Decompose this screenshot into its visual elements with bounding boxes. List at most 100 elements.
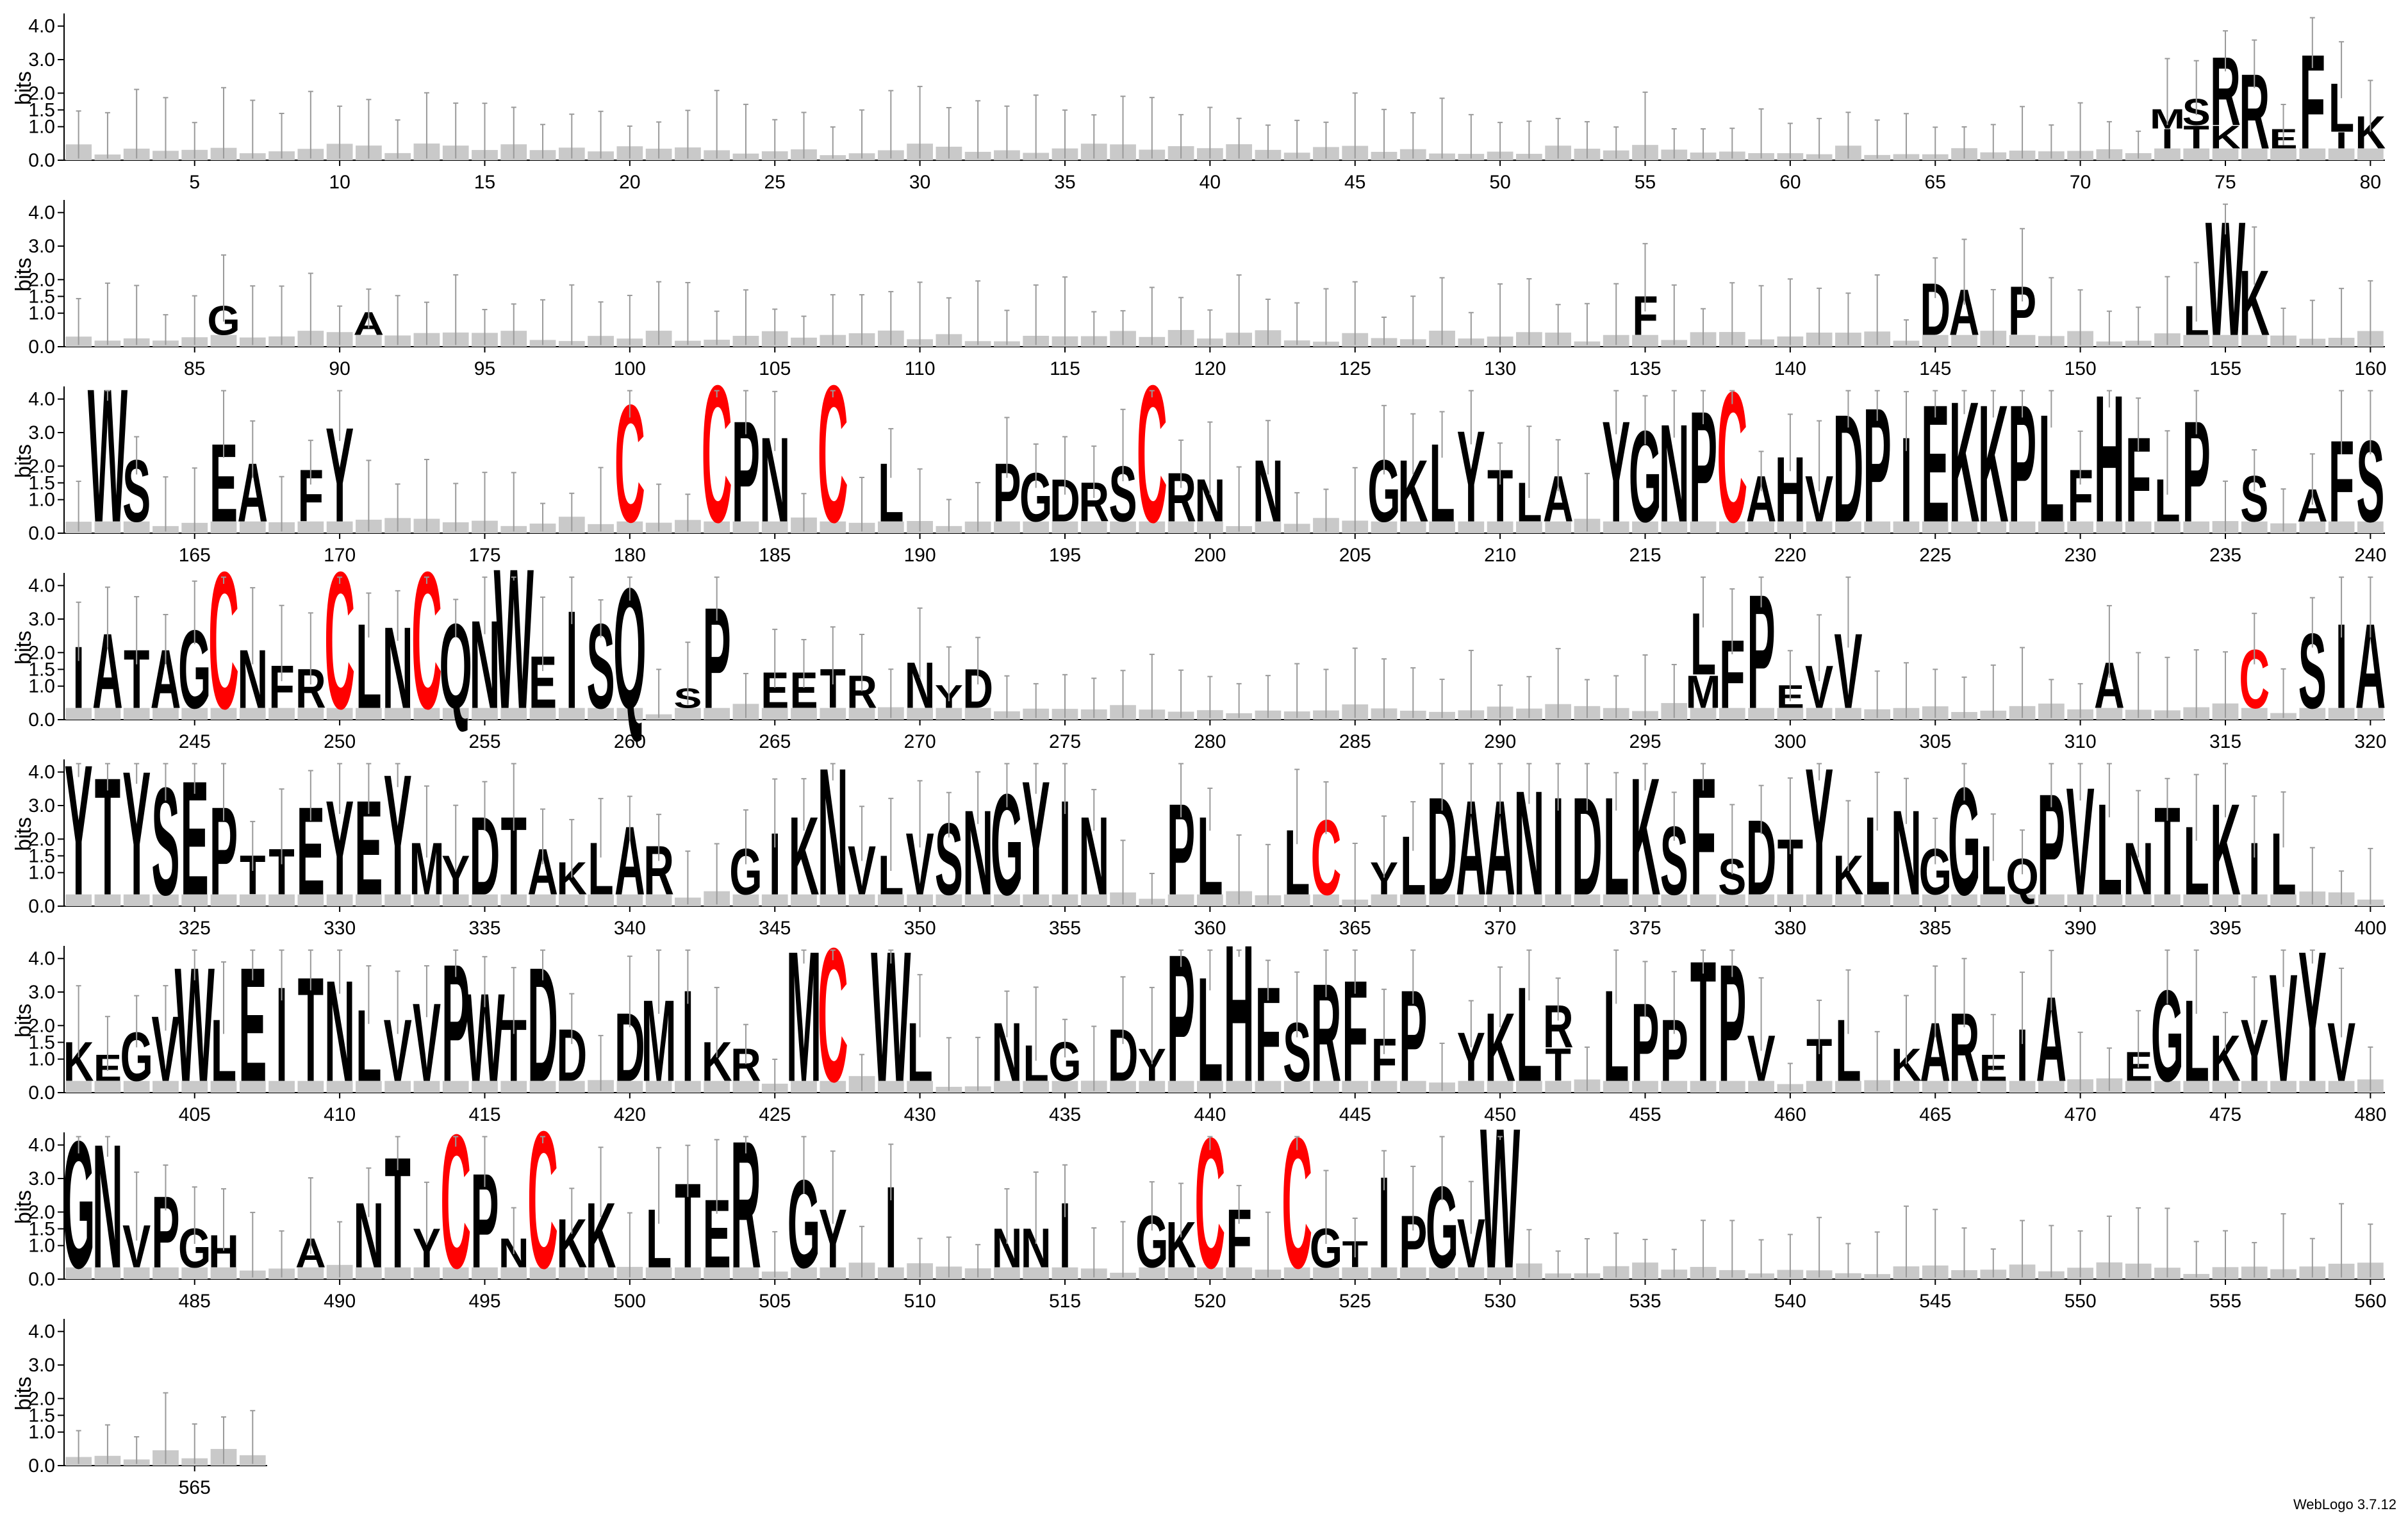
- y-tick-label: 1.0: [28, 676, 55, 697]
- residual-stack: [1487, 521, 1513, 533]
- residual-stack: [268, 707, 295, 720]
- residual-stack: [1777, 894, 1804, 906]
- residual-stack: [791, 894, 817, 906]
- x-tick-label: 280: [1194, 731, 1226, 752]
- residual-stack: [994, 894, 1020, 906]
- residual-stack: [2183, 894, 2210, 906]
- x-tick-label: 210: [1484, 545, 1516, 566]
- x-tick-label: 105: [759, 358, 791, 379]
- y-tick-label: 4.0: [28, 203, 55, 224]
- residual-stack: [2183, 335, 2210, 347]
- residual-stack: [123, 894, 150, 906]
- residual-stack: [2125, 521, 2152, 533]
- residual-stack: [761, 894, 788, 906]
- logo-letter-h: H: [2094, 358, 2125, 561]
- residual-stack: [1080, 521, 1107, 533]
- residual-stack: [2096, 521, 2123, 533]
- x-tick-label: 225: [1919, 545, 1951, 566]
- residual-stack: [1951, 1080, 1977, 1093]
- residual-stack: [2096, 894, 2123, 906]
- residual-stack: [1603, 1080, 1629, 1093]
- residual-stack: [1283, 1080, 1310, 1093]
- residual-stack: [239, 894, 266, 906]
- residual-stack: [181, 894, 208, 906]
- y-tick-label: 4.0: [28, 762, 55, 783]
- residual-stack: [326, 1080, 353, 1093]
- logo-letter-i: I: [2336, 128, 2347, 154]
- residual-stack: [616, 707, 643, 720]
- residual-stack: [1167, 1080, 1194, 1093]
- residual-stack: [820, 894, 846, 906]
- residual-stack: [675, 1080, 701, 1093]
- residual-stack: [820, 1267, 846, 1279]
- residual-stack: [2299, 1080, 2326, 1093]
- residual-stack: [645, 1080, 672, 1093]
- logo-letter-y: Y: [2298, 912, 2327, 1120]
- x-tick-label: 50: [1489, 172, 1510, 193]
- residual-stack: [1545, 894, 1572, 906]
- residual-stack: [356, 1267, 382, 1279]
- x-tick-label: 560: [2354, 1291, 2386, 1312]
- residual-stack: [1748, 894, 1774, 906]
- x-tick-label: 450: [1484, 1104, 1516, 1125]
- logo-letter-m: M: [786, 912, 821, 1120]
- residual-stack: [1835, 1080, 1861, 1093]
- y-axis-title: bits: [12, 71, 36, 105]
- x-tick-label: 300: [1774, 731, 1806, 752]
- residual-stack: [1399, 521, 1426, 533]
- residual-stack: [356, 894, 382, 906]
- residual-stack: [1661, 521, 1688, 533]
- residual-stack: [123, 1267, 150, 1279]
- x-tick-label: 140: [1774, 358, 1806, 379]
- y-axis-title: bits: [12, 1377, 36, 1410]
- logo-letter-i: I: [2016, 1014, 2028, 1097]
- residual-stack: [297, 707, 324, 720]
- y-tick-label: 1.5: [28, 1219, 55, 1240]
- x-tick-label: 410: [324, 1104, 356, 1125]
- x-tick-label: 355: [1049, 918, 1081, 939]
- residual-stack: [1777, 707, 1804, 720]
- residual-stack: [616, 894, 643, 906]
- residual-stack: [297, 894, 324, 906]
- x-tick-label: 535: [1629, 1291, 1661, 1312]
- residual-stack: [413, 1080, 440, 1093]
- residual-stack: [1951, 521, 1977, 533]
- logo-letter-i: I: [1059, 773, 1071, 924]
- logo-letter-i: I: [276, 960, 287, 1111]
- logo-letter-c: C: [702, 344, 732, 563]
- residual-stack: [1371, 1080, 1398, 1093]
- x-tick-label: 115: [1050, 358, 1080, 379]
- residual-stack: [761, 707, 788, 720]
- logo-letter-p: P: [1167, 917, 1195, 1120]
- residual-stack: [1516, 1080, 1542, 1093]
- x-tick-label: 25: [764, 172, 786, 193]
- y-tick-label: 2.0: [28, 1202, 55, 1223]
- x-tick-label: 485: [179, 1291, 211, 1312]
- x-tick-label: 480: [2354, 1104, 2386, 1125]
- residual-stack: [1690, 1080, 1717, 1093]
- y-tick-label: 1.5: [28, 846, 55, 867]
- residual-stack: [704, 707, 730, 720]
- residual-stack: [820, 707, 846, 720]
- residual-stack: [1487, 1080, 1513, 1093]
- logo-letter-i: I: [566, 582, 577, 738]
- x-tick-label: 150: [2065, 358, 2097, 379]
- residual-stack: [529, 1267, 556, 1279]
- x-tick-label: 205: [1339, 545, 1371, 566]
- x-tick-label: 60: [1779, 172, 1801, 193]
- residual-stack: [268, 894, 295, 906]
- residual-stack: [1487, 894, 1513, 906]
- x-tick-label: 350: [904, 918, 936, 939]
- logo-letter-g: G: [62, 1104, 95, 1307]
- residual-stack: [2270, 894, 2297, 906]
- y-tick-label: 1.0: [28, 490, 55, 511]
- residual-stack: [588, 1267, 614, 1279]
- residual-stack: [529, 894, 556, 906]
- y-axis-title: bits: [12, 631, 36, 665]
- residual-stack: [384, 894, 411, 906]
- y-tick-label: 1.5: [28, 473, 55, 494]
- x-tick-label: 440: [1194, 1104, 1226, 1125]
- residual-stack: [1399, 1267, 1426, 1279]
